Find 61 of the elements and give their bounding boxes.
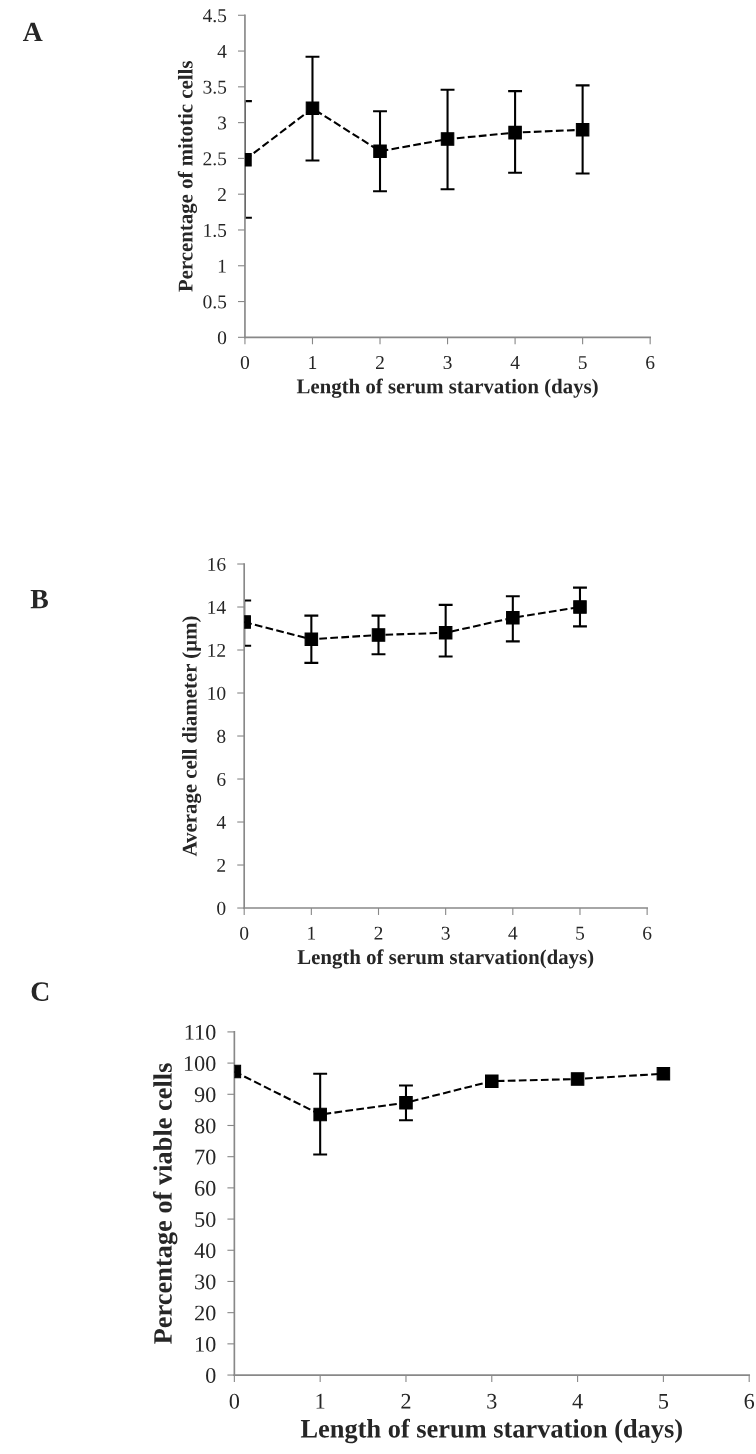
y-tick-label: 70 xyxy=(195,1149,216,1165)
x-tick-label: 2 xyxy=(376,356,384,369)
x-tick-label: 3 xyxy=(441,926,450,940)
y-tick-label: 2 xyxy=(218,188,226,201)
y-tick-label: 14 xyxy=(208,600,226,614)
y-tick-label: 30 xyxy=(195,1274,216,1290)
y-tick-label: 0 xyxy=(217,901,226,915)
x-tick-label: 1 xyxy=(309,356,317,369)
y-tick-label: 0.5 xyxy=(203,295,227,309)
x-tick-label: 1 xyxy=(308,926,316,940)
y-tick-label: 20 xyxy=(195,1305,216,1321)
y-tick-label: 50 xyxy=(195,1212,216,1227)
y-tick-label: 4 xyxy=(217,45,227,58)
y-tick-label: 2.5 xyxy=(203,152,227,166)
y-tick-label: 3.5 xyxy=(203,80,227,94)
text: C xyxy=(31,982,49,1001)
x-tick-label: 0 xyxy=(240,926,249,940)
x-tick-label: 5 xyxy=(576,926,585,940)
x-tick-label: 4 xyxy=(572,1393,583,1409)
text: A xyxy=(22,22,43,42)
x-tick-label: 0 xyxy=(229,1393,240,1409)
x-tick-label: 5 xyxy=(659,1393,669,1409)
y-tick-label: 10 xyxy=(208,686,226,700)
x-tick-label: 6 xyxy=(744,1393,755,1409)
x-tick-label: 3 xyxy=(487,1393,497,1409)
y-tick-label: 8 xyxy=(217,729,226,743)
y-tick-label: 80 xyxy=(194,1118,216,1134)
y-tick-label: 6 xyxy=(217,772,226,786)
x-tick-label: 3 xyxy=(443,356,452,370)
y-tick-label: 16 xyxy=(208,557,226,571)
y-axis-title: Percentage of viable cells xyxy=(153,1063,178,1344)
x-axis-title: Length of serum starvation(days) xyxy=(297,949,594,969)
y-tick-label: 0 xyxy=(217,331,227,345)
y-tick-label: 12 xyxy=(208,643,226,657)
y-axis-title: Average cell diameter (µm) xyxy=(182,616,202,857)
y-tick-label: 100 xyxy=(184,1056,216,1072)
y-tick-label: 1 xyxy=(218,259,226,273)
x-axis-title: Length of serum starvation (days) xyxy=(296,378,598,398)
y-tick-label: 2 xyxy=(217,858,226,872)
y-axis-title: Percentage of mitotic cells xyxy=(177,61,198,292)
x-tick-label: 4 xyxy=(510,356,520,369)
y-tick-label: 40 xyxy=(194,1243,216,1259)
x-tick-label: 2 xyxy=(374,926,383,940)
y-tick-label: 4.5 xyxy=(202,9,227,23)
y-tick-label: 1.5 xyxy=(204,223,227,237)
y-tick-label: 4 xyxy=(216,815,226,829)
x-tick-label: 1 xyxy=(316,1393,325,1409)
y-tick-label: 60 xyxy=(195,1180,216,1196)
y-tick-label: 90 xyxy=(194,1087,216,1103)
text: B xyxy=(30,589,48,609)
x-tick-label: 6 xyxy=(646,356,655,370)
y-tick-label: 10 xyxy=(196,1336,216,1352)
x-tick-label: 2 xyxy=(401,1393,411,1409)
x-tick-label: 4 xyxy=(508,926,518,940)
x-tick-label: 6 xyxy=(643,926,652,940)
y-tick-label: 3 xyxy=(218,116,227,130)
x-axis-title: Length of serum starvation (days) xyxy=(300,1418,682,1444)
x-tick-label: 0 xyxy=(240,355,250,370)
y-tick-label: 110 xyxy=(185,1024,216,1040)
x-tick-label: 5 xyxy=(578,356,587,370)
y-tick-label: 0 xyxy=(206,1367,216,1383)
